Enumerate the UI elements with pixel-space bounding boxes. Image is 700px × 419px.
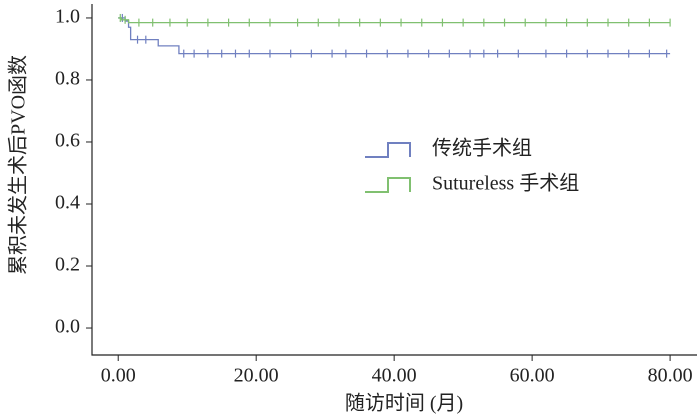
y-tick-label: 0.8 [55,68,80,90]
y-tick-label: 0.4 [55,192,80,214]
y-tick-label: 0.6 [55,130,80,152]
x-tick-label: 20.00 [234,365,279,387]
legend-label: 传统手术组 [432,137,532,160]
x-tick-label: 60.00 [510,365,555,387]
x-tick-label: 0.00 [101,365,136,387]
legend-symbol [365,177,411,193]
legend-label: Sutureless 手术组 [432,172,579,195]
x-tick-label: 40.00 [372,365,417,387]
legend-symbol [365,142,411,158]
axes [91,4,697,356]
x-tick-label: 80.00 [648,365,693,387]
x-axis-label: 随访时间 (月) [345,392,463,415]
y-axis-label: 累积未发生术后PVO函数 [7,55,30,275]
y-tick-label: 1.0 [55,6,80,28]
y-tick-label: 0.0 [55,316,80,338]
y-tick-label: 0.2 [55,254,80,276]
